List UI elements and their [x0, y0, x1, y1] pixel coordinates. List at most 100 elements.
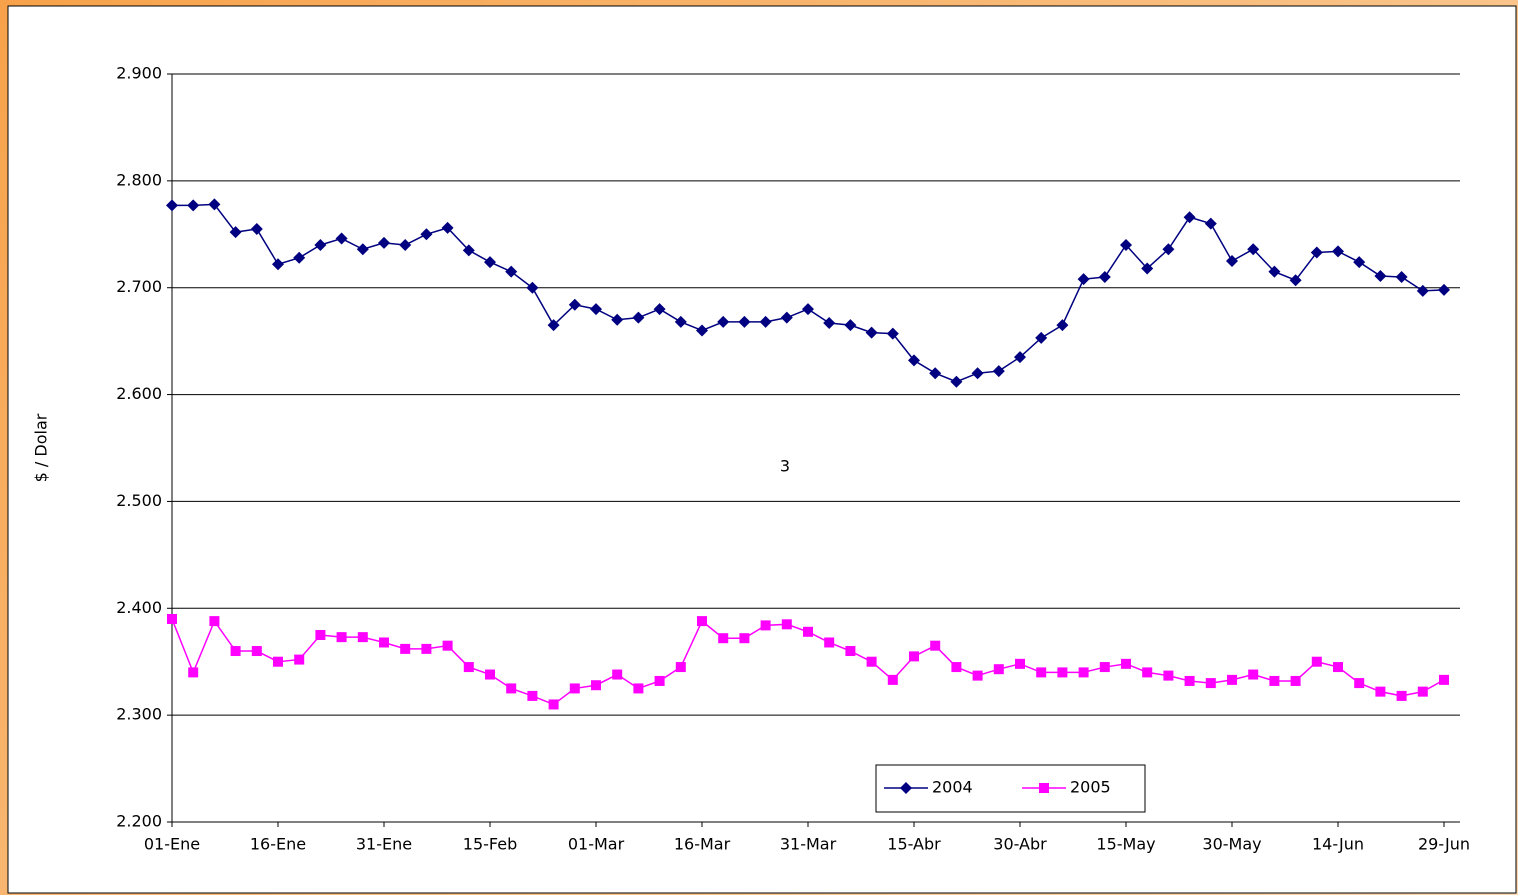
- data-point: [802, 303, 814, 316]
- data-point: [845, 646, 856, 657]
- data-point: [399, 238, 412, 251]
- data-point: [1268, 265, 1281, 278]
- data-point: [674, 315, 687, 328]
- legend-label: 2004: [932, 778, 973, 797]
- data-point: [1056, 319, 1069, 332]
- data-point: [780, 311, 793, 324]
- data-point: [378, 236, 390, 249]
- data-point: [972, 670, 983, 681]
- data-point: [1438, 283, 1450, 296]
- data-point: [356, 243, 369, 256]
- data-point: [591, 680, 601, 691]
- data-point: [654, 675, 665, 686]
- data-point: [484, 256, 496, 269]
- x-tick-label: 15-Abr: [887, 835, 941, 854]
- data-point: [526, 281, 539, 294]
- data-point: [442, 640, 453, 651]
- x-tick-label: 31-Ene: [356, 835, 412, 854]
- data-point: [1290, 675, 1301, 686]
- data-point: [462, 244, 475, 257]
- data-point: [590, 303, 602, 316]
- data-point: [335, 232, 348, 245]
- data-point: [527, 690, 538, 701]
- data-point: [506, 683, 517, 694]
- x-tick-label: 15-Feb: [463, 835, 517, 854]
- data-point: [187, 199, 200, 212]
- data-point: [909, 651, 919, 662]
- data-point: [208, 198, 221, 211]
- y-tick-label: 2.200: [116, 812, 162, 831]
- annotation: 3: [780, 457, 790, 476]
- data-point: [1120, 238, 1132, 251]
- data-point: [1269, 675, 1280, 686]
- data-point: [1332, 245, 1344, 258]
- data-point: [823, 316, 836, 329]
- data-point: [1184, 675, 1195, 686]
- data-point: [824, 637, 835, 648]
- legend-marker: [900, 782, 912, 794]
- data-point: [272, 258, 284, 271]
- data-point: [632, 311, 645, 324]
- data-point: [568, 298, 581, 311]
- data-point: [1183, 211, 1196, 224]
- data-point: [675, 662, 686, 673]
- data-point: [548, 699, 559, 710]
- data-point: [1374, 269, 1387, 282]
- data-point: [250, 222, 263, 235]
- data-point: [294, 654, 305, 665]
- data-point: [273, 656, 283, 667]
- data-point: [992, 365, 1005, 378]
- data-point: [1015, 658, 1025, 669]
- x-tick-label: 01-Mar: [568, 835, 625, 854]
- data-point: [441, 221, 454, 234]
- data-point: [760, 620, 771, 631]
- data-point: [1226, 255, 1238, 267]
- data-point: [1289, 274, 1302, 287]
- data-point: [1248, 669, 1259, 680]
- data-point: [1353, 256, 1366, 269]
- data-point: [569, 683, 580, 694]
- data-point: [336, 632, 347, 643]
- data-point: [505, 265, 518, 278]
- data-point: [1014, 351, 1026, 364]
- x-tick-label: 30-May: [1202, 835, 1261, 854]
- data-point: [612, 669, 623, 680]
- data-point: [803, 626, 813, 637]
- data-point: [1333, 662, 1343, 673]
- data-point: [379, 637, 389, 648]
- y-tick-label: 2.300: [116, 705, 162, 724]
- data-point: [1310, 246, 1323, 259]
- data-point: [251, 646, 262, 657]
- data-point: [739, 633, 750, 644]
- data-point: [759, 315, 772, 328]
- data-point: [314, 238, 327, 251]
- data-point: [229, 226, 242, 239]
- data-point: [718, 633, 729, 644]
- data-point: [315, 630, 326, 640]
- data-point: [844, 319, 857, 332]
- data-point: [1396, 690, 1407, 701]
- data-point: [420, 228, 433, 241]
- data-point: [1098, 271, 1111, 284]
- data-point: [1439, 674, 1449, 685]
- data-point: [1311, 656, 1322, 667]
- x-tick-label: 31-Mar: [780, 835, 837, 854]
- data-point: [611, 313, 624, 326]
- data-point: [717, 315, 730, 328]
- data-point: [697, 616, 707, 627]
- data-point: [781, 619, 792, 630]
- data-point: [1077, 273, 1090, 286]
- x-tick-label: 30-Abr: [993, 835, 1047, 854]
- data-point: [633, 683, 644, 694]
- data-point: [1375, 686, 1386, 697]
- legend-marker: [1039, 783, 1049, 793]
- data-point: [738, 315, 751, 328]
- data-point: [1121, 658, 1131, 669]
- data-point: [293, 251, 306, 264]
- data-point: [1204, 217, 1217, 230]
- data-point: [1416, 284, 1429, 297]
- data-point: [1162, 243, 1175, 256]
- data-point: [1417, 686, 1428, 697]
